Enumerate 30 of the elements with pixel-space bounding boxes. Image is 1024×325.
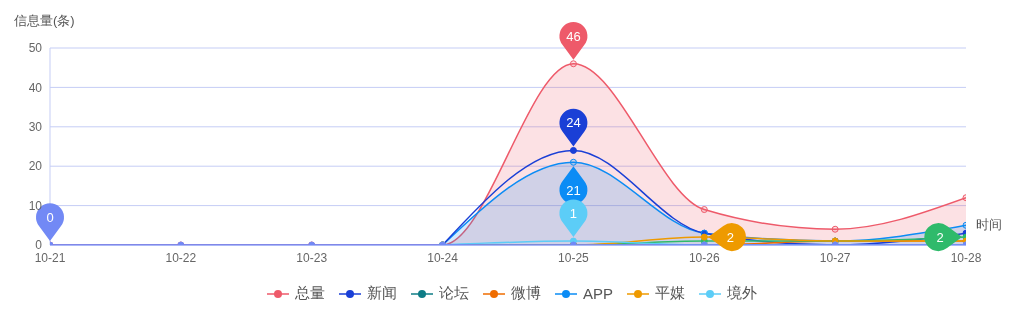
y-tick-label: 20 <box>28 159 43 174</box>
y-tick-label: 30 <box>28 120 43 135</box>
x-tick-label: 10-23 <box>296 250 328 265</box>
annotation: 24 <box>566 115 581 131</box>
legend-label: 新闻 <box>366 284 397 303</box>
legend-label: 平媒 <box>655 284 685 303</box>
legend-label: 微博 <box>510 284 541 303</box>
y-tick-label: 50 <box>28 41 43 56</box>
x-tick-label: 10-28 <box>950 250 982 265</box>
x-tick-label: 10-26 <box>688 250 720 265</box>
legend-label: APP <box>582 285 613 302</box>
annotation: 46 <box>566 28 581 44</box>
y-axis-title: 信息量(条) <box>14 12 75 30</box>
x-axis-title: 时间 <box>976 216 1002 234</box>
annotation: 2 <box>726 230 734 246</box>
legend-label: 境外 <box>727 284 757 303</box>
x-tick-label: 10-21 <box>34 250 66 265</box>
annotation: 2 <box>936 230 944 246</box>
x-tick-label: 10-25 <box>558 250 590 265</box>
y-tick-label: 10 <box>28 198 43 213</box>
annotation: 21 <box>566 183 581 199</box>
x-tick-label: 10-24 <box>427 250 459 265</box>
y-tick-label: 0 <box>35 238 43 253</box>
y-tick-label: 40 <box>28 80 43 95</box>
x-tick-label: 10-22 <box>165 250 197 265</box>
x-tick-label: 10-27 <box>819 250 851 265</box>
annotation: 1 <box>569 206 578 222</box>
legend-label: 论坛 <box>438 284 469 303</box>
annotation: 0 <box>46 210 54 225</box>
legend-label: 总量 <box>294 284 325 303</box>
